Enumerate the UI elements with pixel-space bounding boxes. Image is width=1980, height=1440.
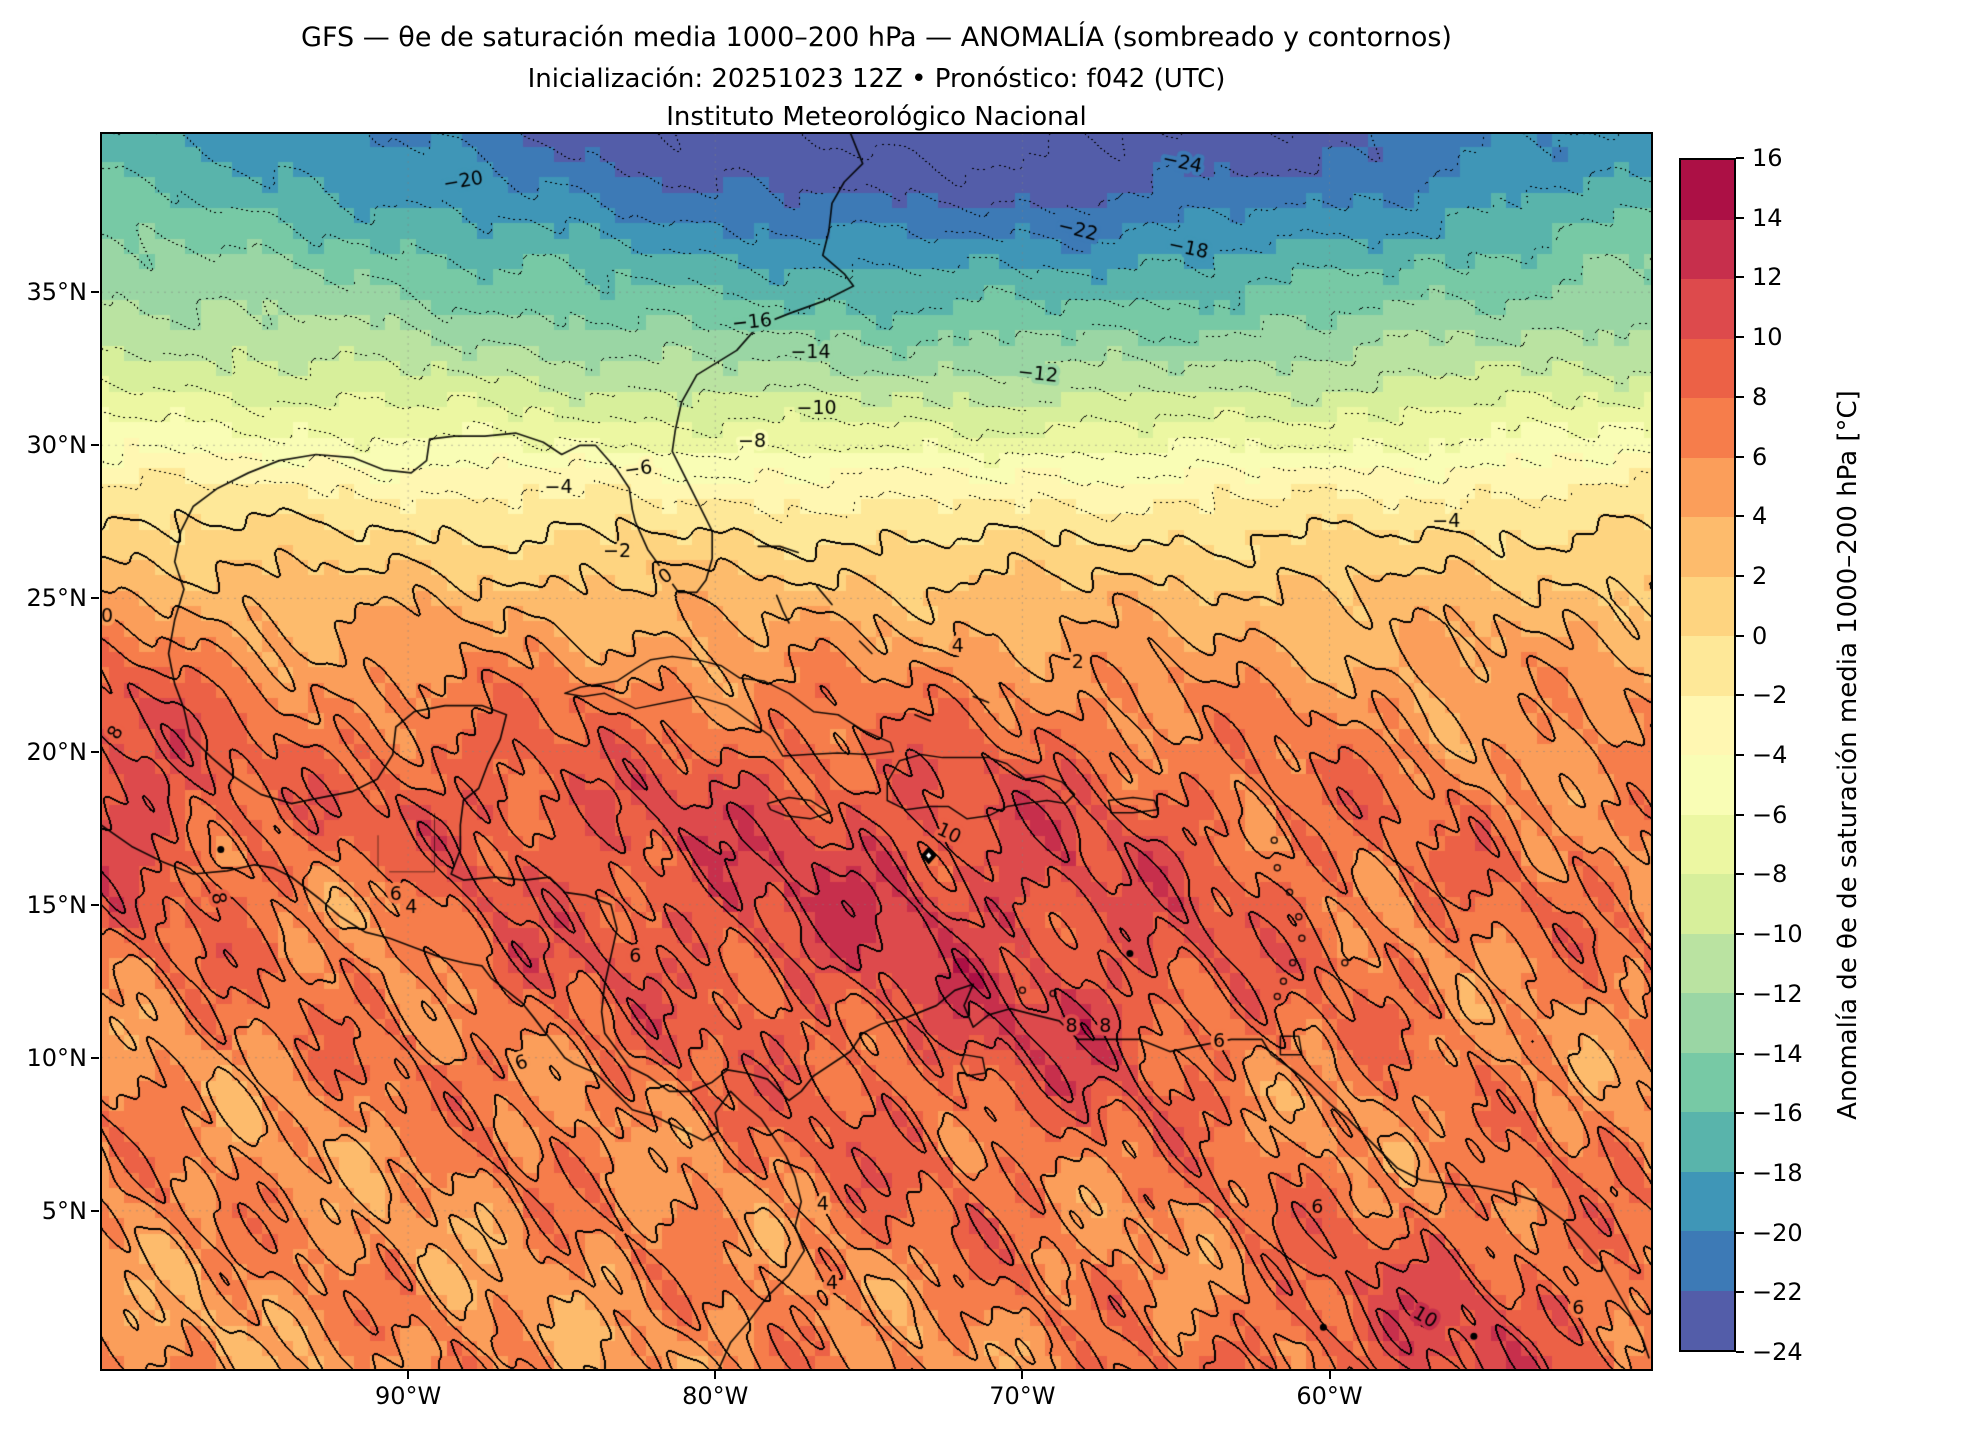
colorbar-tick-label: 4 bbox=[1752, 502, 1768, 531]
colorbar-tickmark bbox=[1736, 873, 1744, 876]
y-axis-tickmark bbox=[91, 291, 99, 294]
y-axis-tick-label: 10°N bbox=[26, 1043, 88, 1072]
y-axis-tick-label: 15°N bbox=[26, 890, 88, 919]
colorbar-tick-label: −2 bbox=[1752, 681, 1788, 710]
map-plot-area bbox=[101, 133, 1652, 1370]
colorbar-segment bbox=[1681, 1052, 1734, 1112]
colorbar-tick-label: 10 bbox=[1752, 323, 1783, 352]
colorbar-segment bbox=[1681, 1171, 1734, 1231]
colorbar-segment bbox=[1681, 338, 1734, 398]
colorbar-segment bbox=[1681, 1231, 1734, 1291]
colorbar-segment bbox=[1681, 576, 1734, 636]
colorbar-tickmark bbox=[1736, 276, 1744, 279]
x-axis-tickmark bbox=[1328, 1371, 1331, 1379]
colorbar-label: Anomalía de θe de saturación media 1000–… bbox=[1833, 390, 1863, 1120]
colorbar-tick-label: −16 bbox=[1752, 1099, 1803, 1128]
colorbar-tickmark bbox=[1736, 455, 1744, 458]
colorbar-tickmark bbox=[1736, 694, 1744, 697]
colorbar-segment bbox=[1681, 398, 1734, 458]
x-axis-tickmark bbox=[1021, 1371, 1024, 1379]
colorbar-tick-label: 8 bbox=[1752, 382, 1768, 411]
colorbar-segment bbox=[1681, 1290, 1734, 1350]
colorbar-tick-label: −20 bbox=[1752, 1218, 1803, 1247]
colorbar-segment bbox=[1681, 160, 1734, 220]
institution-subtitle: Instituto Meteorológico Nacional bbox=[666, 102, 1087, 132]
colorbar-tickmark bbox=[1736, 634, 1744, 637]
y-axis-tick-label: 25°N bbox=[26, 584, 88, 613]
colorbar-tick-label: 2 bbox=[1752, 561, 1768, 590]
colorbar-tickmark bbox=[1736, 1052, 1744, 1055]
colorbar-tickmark bbox=[1736, 574, 1744, 577]
colorbar-tickmark bbox=[1736, 1112, 1744, 1115]
colorbar-tick-label: 16 bbox=[1752, 144, 1783, 172]
colorbar-tick-label: −12 bbox=[1752, 979, 1803, 1008]
colorbar-tickmark bbox=[1736, 1171, 1744, 1174]
colorbar-tickmark bbox=[1736, 1351, 1744, 1353]
colorbar bbox=[1679, 158, 1736, 1352]
colorbar-segment bbox=[1681, 279, 1734, 339]
x-axis-tick-label: 60°W bbox=[1296, 1382, 1363, 1410]
y-axis-tickmark bbox=[91, 597, 99, 600]
colorbar-tick-label: −22 bbox=[1752, 1278, 1803, 1307]
x-axis-tick-label: 70°W bbox=[989, 1382, 1056, 1410]
y-axis-tick-label: 20°N bbox=[26, 737, 88, 766]
colorbar-tick-label: 14 bbox=[1752, 203, 1783, 232]
colorbar-tickmark bbox=[1736, 157, 1744, 159]
x-axis-tickmark bbox=[407, 1371, 410, 1379]
y-axis-tick-label: 5°N bbox=[41, 1196, 87, 1225]
colorbar-tick-label: 0 bbox=[1752, 621, 1768, 650]
y-axis-tickmark bbox=[91, 444, 99, 447]
colorbar-tick-label: −8 bbox=[1752, 860, 1788, 889]
colorbar-segment bbox=[1681, 219, 1734, 279]
colorbar-segment bbox=[1681, 1112, 1734, 1172]
colorbar-tickmark bbox=[1736, 754, 1744, 756]
colorbar-tickmark bbox=[1736, 992, 1744, 995]
colorbar-segment bbox=[1681, 755, 1734, 815]
y-axis-tickmark bbox=[91, 1056, 99, 1059]
colorbar-segment bbox=[1681, 457, 1734, 517]
page-title: GFS — θe de saturación media 1000–200 hP… bbox=[301, 22, 1452, 53]
colorbar-tickmark bbox=[1736, 336, 1744, 339]
run-subtitle: Inicialización: 20251023 12Z • Pronóstic… bbox=[527, 64, 1226, 94]
colorbar-segment bbox=[1681, 517, 1734, 577]
colorbar-tick-label: −14 bbox=[1752, 1039, 1803, 1068]
x-axis-tick-label: 90°W bbox=[374, 1382, 442, 1410]
y-axis-tick-label: 35°N bbox=[26, 278, 88, 307]
colorbar-tick-label: −10 bbox=[1752, 920, 1803, 949]
colorbar-tickmark bbox=[1736, 813, 1744, 816]
colorbar-tick-label: −4 bbox=[1752, 741, 1788, 769]
colorbar-tickmark bbox=[1736, 1291, 1744, 1294]
colorbar-segment bbox=[1681, 695, 1734, 755]
colorbar-tickmark bbox=[1736, 933, 1744, 936]
colorbar-segment bbox=[1681, 814, 1734, 874]
x-axis-tickmark bbox=[714, 1371, 717, 1379]
colorbar-segment bbox=[1681, 993, 1734, 1053]
colorbar-tickmark bbox=[1736, 1231, 1744, 1234]
colorbar-tick-label: 12 bbox=[1752, 263, 1783, 292]
colorbar-tick-label: 6 bbox=[1752, 442, 1768, 471]
colorbar-tickmark bbox=[1736, 395, 1744, 398]
y-axis-tickmark bbox=[91, 750, 99, 753]
anomaly-map-canvas bbox=[101, 133, 1652, 1370]
colorbar-segment bbox=[1681, 933, 1734, 993]
colorbar-tick-label: −6 bbox=[1752, 800, 1788, 829]
colorbar-segment bbox=[1681, 636, 1734, 696]
y-axis-tick-label: 30°N bbox=[26, 431, 88, 460]
colorbar-tickmark bbox=[1736, 216, 1744, 219]
x-axis-tick-label: 80°W bbox=[682, 1382, 749, 1410]
colorbar-tick-label: −24 bbox=[1752, 1338, 1803, 1366]
y-axis-tickmark bbox=[91, 903, 99, 906]
y-axis-tickmark bbox=[91, 1209, 99, 1212]
colorbar-tick-label: −18 bbox=[1752, 1158, 1803, 1187]
colorbar-segment bbox=[1681, 874, 1734, 934]
colorbar-tickmark bbox=[1736, 515, 1744, 518]
